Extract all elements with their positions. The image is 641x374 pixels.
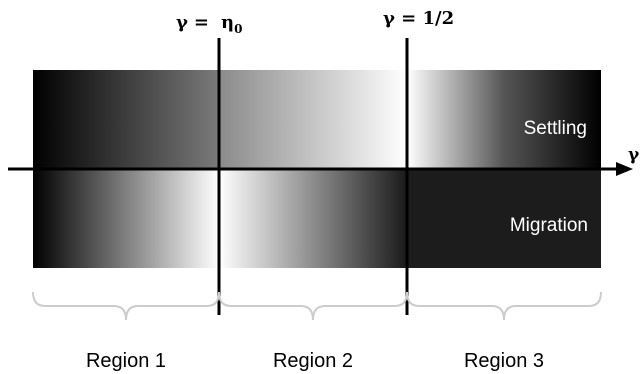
settling-region-3 <box>407 70 601 169</box>
migration-label: Migration <box>510 215 588 236</box>
region-brackets <box>32 291 602 321</box>
boundary-label-eta0: γ = η0 <box>176 12 242 36</box>
gamma-symbol: γ <box>176 12 188 33</box>
boundary-label-half: γ = 1/2 <box>383 8 454 29</box>
settling-region-2 <box>219 70 407 169</box>
eta-symbol: η <box>221 12 234 33</box>
settling-region-1 <box>33 70 219 169</box>
region-3-label: Region 3 <box>464 350 544 372</box>
region-1-label: Region 1 <box>86 350 166 372</box>
settling-band <box>33 70 601 169</box>
equals-sign: = <box>194 12 209 33</box>
eta-subscript: 0 <box>234 22 242 36</box>
migration-band <box>33 169 601 268</box>
region-1-bracket <box>32 291 220 321</box>
region-2-bracket <box>218 291 408 321</box>
settling-label: Settling <box>524 118 587 139</box>
migration-region-3 <box>407 169 601 268</box>
migration-region-1 <box>33 169 219 268</box>
migration-region-2 <box>219 169 407 268</box>
region-3-bracket <box>406 291 602 321</box>
gamma-axis: γ <box>8 145 640 176</box>
axis-arrowhead <box>616 162 633 176</box>
region-2-label: Region 2 <box>273 350 353 372</box>
axis-label: γ <box>628 145 640 165</box>
